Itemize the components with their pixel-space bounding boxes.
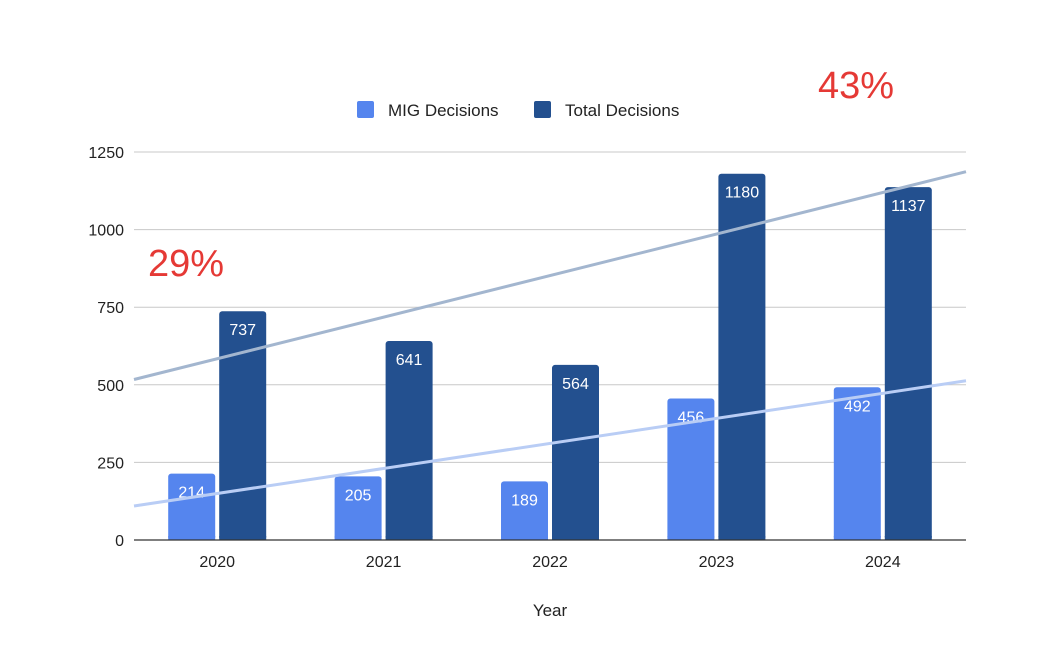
- y-tick-label-500: 500: [97, 378, 124, 395]
- data-label-total-decisions-2024: 1137: [891, 198, 926, 215]
- bar-base-total-decisions-2023: [718, 536, 766, 540]
- x-tick-label-2021: 2021: [366, 554, 402, 571]
- y-tick-label-0: 0: [115, 533, 124, 550]
- bar-mig-decisions-2022: [501, 481, 548, 540]
- legend: MIG Decisions Total Decisions: [357, 101, 679, 120]
- bar-total-decisions-2023: [718, 173, 766, 540]
- y-tick-label-250: 250: [97, 455, 124, 472]
- y-tick-label-1250: 1250: [88, 145, 124, 162]
- bar-total-decisions-2020: [219, 311, 267, 540]
- trendline-mig-decisions: [133, 379, 967, 508]
- bar-total-decisions-2024: [884, 187, 932, 540]
- bar-base-total-decisions-2024: [884, 536, 932, 540]
- data-label-mig-decisions-2021: 205: [345, 487, 372, 504]
- bar-total-decisions-2022: [552, 364, 599, 540]
- x-tick-label-2022: 2022: [532, 554, 568, 571]
- bar-total-decisions-2021: [385, 341, 433, 540]
- y-tick-label-750: 750: [97, 300, 124, 317]
- x-tick-label-2023: 2023: [699, 554, 735, 571]
- legend-swatch-total-decisions: [534, 101, 551, 118]
- bar-base-total-decisions-2020: [219, 536, 267, 540]
- bar-mig-decisions-2023: [667, 398, 715, 540]
- x-tick-label-2020: 2020: [199, 554, 235, 571]
- trendline-total-decisions: [133, 170, 967, 381]
- annotation-2020-percent: 29%: [148, 243, 224, 285]
- axes: 0 250 500 750 1000 1250 2020 2021 2022 2023 2024: [88, 145, 966, 571]
- legend-label-mig-decisions: MIG Decisions: [388, 101, 499, 120]
- data-label-mig-decisions-2024: 492: [844, 398, 871, 415]
- data-label-total-decisions-2021: 641: [396, 352, 423, 369]
- bar-base-mig-decisions-2020: [168, 536, 216, 540]
- x-tick-label-2024: 2024: [865, 554, 901, 571]
- data-label-mig-decisions-2022: 189: [511, 492, 538, 509]
- x-axis-title: Year: [533, 601, 568, 620]
- bar-base-mig-decisions-2021: [334, 536, 382, 540]
- bar-base-mig-decisions-2022: [501, 536, 548, 540]
- data-label-total-decisions-2020: 737: [229, 322, 256, 339]
- bar-mig-decisions-2021: [334, 476, 382, 540]
- trendlines: [133, 170, 967, 508]
- bar-base-total-decisions-2021: [385, 536, 433, 540]
- data-label-total-decisions-2022: 564: [562, 376, 589, 393]
- annotation-2024-percent: 43%: [818, 65, 894, 107]
- bar-mig-decisions-2024: [833, 387, 881, 540]
- gridlines: [134, 151, 966, 463]
- data-label-total-decisions-2023: 1180: [725, 185, 760, 202]
- bar-base-mig-decisions-2023: [667, 536, 715, 540]
- bar-base-mig-decisions-2024: [833, 536, 881, 540]
- legend-swatch-mig-decisions: [357, 101, 374, 118]
- bar-base-total-decisions-2022: [552, 536, 599, 540]
- y-tick-label-1000: 1000: [88, 223, 124, 240]
- bar-mig-decisions-2020: [168, 473, 216, 540]
- legend-label-total-decisions: Total Decisions: [565, 101, 679, 120]
